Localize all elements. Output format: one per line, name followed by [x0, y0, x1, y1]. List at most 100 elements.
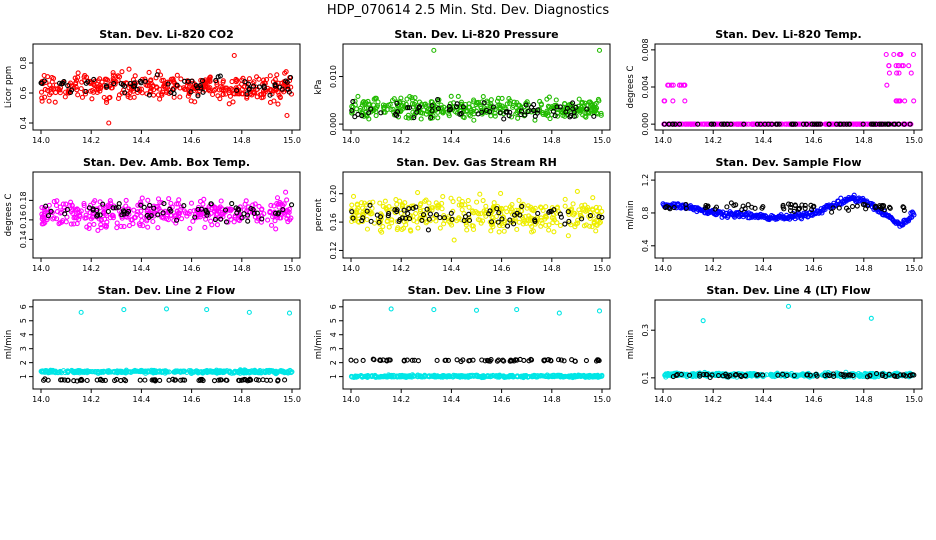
data-point	[176, 197, 182, 203]
data-point	[728, 200, 734, 206]
data-point	[511, 221, 517, 227]
data-point	[426, 374, 433, 380]
data-point	[800, 121, 807, 127]
data-point	[582, 113, 588, 119]
data-point	[814, 373, 820, 379]
data-point	[89, 96, 95, 102]
data-point	[792, 203, 799, 209]
data-point	[189, 78, 195, 84]
data-point	[570, 212, 576, 218]
data-point	[864, 203, 871, 209]
data-point	[836, 371, 842, 377]
panel-title: Stan. Dev. Line 4 (LT) Flow	[706, 284, 870, 297]
data-point	[737, 373, 743, 379]
data-point	[115, 73, 121, 79]
data-point	[185, 93, 191, 99]
panels-grid: Stan. Dev. Li-820 CO2 Licor ppm 14.0 14.2 14…	[4, 28, 923, 404]
data-point	[422, 373, 428, 379]
data-point	[260, 377, 266, 383]
data-point	[105, 202, 111, 208]
data-point	[670, 82, 676, 88]
data-point	[172, 369, 178, 375]
data-point	[417, 373, 423, 379]
data-point	[426, 200, 432, 206]
data-point	[104, 99, 110, 105]
data-point	[165, 217, 171, 223]
x-tick-label: 14.6	[493, 136, 511, 145]
data-point	[467, 113, 473, 119]
data-point	[213, 86, 219, 92]
data-point	[228, 206, 235, 213]
data-point	[378, 110, 384, 116]
data-point	[149, 377, 155, 383]
data-point	[97, 377, 104, 383]
panel-4: Stan. Dev. Amb. Box Temp. degrees C 14.0 14…	[4, 156, 301, 273]
data-point	[429, 108, 435, 114]
data-point	[544, 372, 550, 378]
data-point	[95, 78, 101, 84]
data-point	[528, 357, 535, 363]
data-point	[697, 371, 703, 377]
data-point	[377, 227, 383, 234]
data-point	[441, 373, 447, 379]
data-point	[555, 113, 561, 119]
x-tick-label: 14.2	[704, 136, 722, 145]
data-point	[851, 192, 857, 198]
data-point	[105, 208, 111, 215]
data-point	[788, 204, 794, 210]
x-tick-label: 15.0	[593, 395, 611, 404]
panel-title: Stan. Dev. Li-820 CO2	[99, 28, 234, 41]
data-point	[784, 121, 790, 127]
data-point	[280, 207, 286, 213]
data-point	[487, 208, 493, 214]
data-point	[441, 221, 447, 227]
data-point	[142, 377, 148, 383]
data-point	[489, 219, 495, 225]
data-point	[407, 227, 413, 233]
data-point	[67, 202, 73, 209]
data-point	[255, 216, 261, 222]
data-point	[579, 216, 585, 222]
data-point	[121, 223, 127, 230]
x-tick-label: 15.0	[593, 264, 611, 273]
data-point	[172, 377, 178, 383]
data-point	[352, 114, 358, 120]
data-point	[402, 374, 408, 380]
y-tick-label: 0.14	[19, 230, 28, 248]
data-point	[102, 76, 108, 82]
panel-1: Stan. Dev. Li-820 CO2 Licor ppm 14.0 14.2 14…	[4, 28, 301, 145]
data-point	[217, 214, 223, 220]
data-point	[244, 212, 251, 218]
data-point	[64, 207, 70, 213]
data-point	[267, 73, 273, 79]
data-point	[496, 210, 502, 216]
x-tick-label: 14.4	[132, 136, 150, 145]
data-point	[521, 357, 527, 363]
data-point	[841, 121, 847, 127]
data-point	[148, 77, 154, 83]
data-point	[893, 63, 899, 69]
data-point	[879, 203, 885, 209]
data-point	[400, 100, 406, 106]
data-point	[535, 210, 541, 217]
data-points	[662, 303, 917, 380]
data-point	[217, 377, 223, 383]
data-point	[274, 72, 280, 78]
data-point	[438, 102, 444, 108]
data-point	[160, 210, 166, 216]
x-tick-label: 14.0	[342, 264, 360, 273]
y-axis-label: Licor ppm	[4, 66, 14, 108]
data-point	[552, 373, 558, 379]
data-point	[364, 208, 370, 214]
data-point	[46, 98, 52, 104]
data-point	[270, 214, 276, 220]
data-point	[90, 200, 97, 206]
data-point	[723, 371, 729, 377]
data-point	[362, 374, 368, 380]
data-point	[414, 109, 420, 115]
data-point	[54, 198, 60, 204]
data-point	[514, 307, 520, 313]
data-point	[350, 193, 357, 200]
data-point	[405, 105, 411, 111]
data-point	[435, 96, 441, 103]
